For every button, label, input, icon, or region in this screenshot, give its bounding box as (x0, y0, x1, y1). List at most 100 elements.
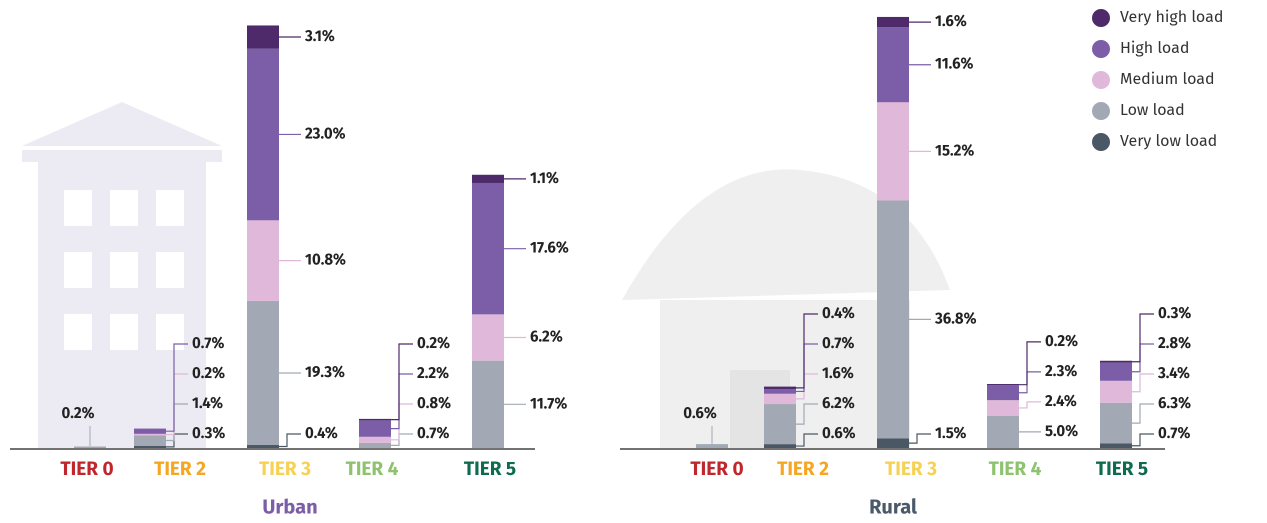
x-tick-label: TIER 0 (690, 458, 743, 481)
bar-segment (472, 183, 504, 314)
value-label: 36.8% (934, 309, 977, 327)
value-label: 0.7% (417, 424, 450, 442)
value-label: 0.2% (1045, 332, 1078, 350)
bar-segment (987, 385, 1019, 400)
value-label: 2.4% (1045, 392, 1077, 410)
bar-segment (1100, 363, 1132, 381)
chart: TIER 0 0.2% TIER 2 0.3% 1.4% 0.2% 0.7% TIER 3 0.… (0, 0, 1267, 523)
bar-segment (134, 429, 166, 434)
bar-segment (1100, 443, 1132, 448)
x-tick-label: TIER 4 (346, 458, 399, 481)
leader-line (1132, 314, 1154, 362)
legend-label: Very high load (1120, 8, 1223, 27)
value-label: 0.2% (192, 364, 225, 382)
value-label: 11.7% (530, 394, 567, 412)
bar-segment (134, 446, 166, 448)
value-label: 0.2% (417, 334, 450, 352)
x-tick-label: TIER 2 (154, 458, 206, 481)
value-label: 2.2% (417, 364, 449, 382)
bar-segment (134, 435, 166, 445)
value-label: 1.6% (935, 12, 967, 30)
value-label: 6.2% (530, 327, 563, 345)
bar-segment (359, 419, 391, 420)
bar-segment (877, 200, 909, 438)
value-label: 0.7% (822, 334, 855, 352)
subtitle: Rural (869, 495, 917, 519)
legend-swatch (1092, 133, 1110, 151)
x-tick-label: TIER 0 (60, 458, 113, 481)
value-label: 15.2% (935, 141, 974, 159)
value-label: 11.6% (935, 55, 974, 73)
bar-segment (877, 27, 909, 102)
value-label: 0.4% (305, 424, 338, 442)
value-label: 2.3% (1045, 362, 1077, 380)
value-label: 0.7% (192, 334, 225, 352)
bar-segment (247, 220, 279, 301)
value-label: 2.8% (1158, 334, 1191, 352)
bar-segment (472, 361, 504, 448)
legend-label: High load (1120, 39, 1189, 58)
leader-line (279, 434, 301, 447)
value-label: 5.0% (1045, 422, 1078, 440)
leader-line (1132, 434, 1154, 446)
value-label: 0.2% (61, 404, 94, 422)
value-label: 0.6% (822, 424, 856, 442)
value-label: 19.3% (305, 363, 345, 381)
bar-segment (247, 25, 279, 48)
legend-swatch (1092, 9, 1110, 27)
bar-segment (1100, 381, 1132, 403)
legend-label: Medium load (1120, 70, 1215, 89)
legend-swatch (1092, 40, 1110, 58)
bar-segment (1100, 361, 1132, 363)
bar-segment (247, 445, 279, 448)
leader-line (909, 434, 931, 443)
bar-segment (359, 420, 391, 436)
legend-swatch (1092, 71, 1110, 89)
leader-line (1019, 342, 1041, 385)
legend-swatch (1092, 102, 1110, 120)
leader-line (1019, 402, 1041, 408)
value-label: 1.4% (192, 394, 223, 412)
value-label: 3.1% (304, 27, 335, 45)
value-label: 0.3% (192, 424, 225, 442)
bar-segment (472, 175, 504, 183)
subtitle: Urban (262, 495, 317, 519)
bar-segment (359, 443, 391, 448)
bar-segment (472, 314, 504, 360)
value-label: 0.4% (822, 304, 855, 322)
bar-segment (764, 387, 796, 390)
value-label: 1.1% (530, 169, 559, 187)
leader-line (391, 374, 413, 429)
x-tick-label: TIER 3 (885, 458, 937, 481)
bar-segment (987, 384, 1019, 385)
leader-line (1132, 344, 1154, 372)
x-tick-label: TIER 4 (989, 458, 1042, 481)
leader-line (1132, 404, 1154, 423)
value-label: 1.5% (935, 424, 966, 442)
value-label: 10.8% (305, 251, 346, 269)
value-label: 17.6% (530, 239, 569, 257)
bar-segment (134, 434, 166, 435)
value-label: 0.6% (683, 404, 717, 422)
bar-segment (877, 102, 909, 200)
value-label: 0.7% (1158, 424, 1191, 442)
x-tick-label: TIER 5 (1096, 458, 1148, 481)
value-label: 6.3% (1158, 394, 1191, 412)
bar-segment (74, 447, 106, 448)
value-label: 3.4% (1157, 364, 1190, 382)
legend-label: Low load (1120, 101, 1185, 120)
bar-segment (764, 394, 796, 404)
bar-segment (987, 416, 1019, 448)
leader-line (1019, 372, 1041, 393)
bar-segment (247, 49, 279, 221)
bar-segment (359, 437, 391, 443)
value-label: 1.6% (822, 364, 854, 382)
bar-segment (764, 404, 796, 444)
bar-segment (764, 444, 796, 448)
bar-segment (247, 301, 279, 445)
x-tick-label: TIER 2 (777, 458, 829, 481)
value-label: 23.0% (305, 124, 346, 142)
value-label: 0.3% (1158, 304, 1191, 322)
x-tick-label: TIER 3 (259, 458, 311, 481)
bar-segment (877, 438, 909, 448)
